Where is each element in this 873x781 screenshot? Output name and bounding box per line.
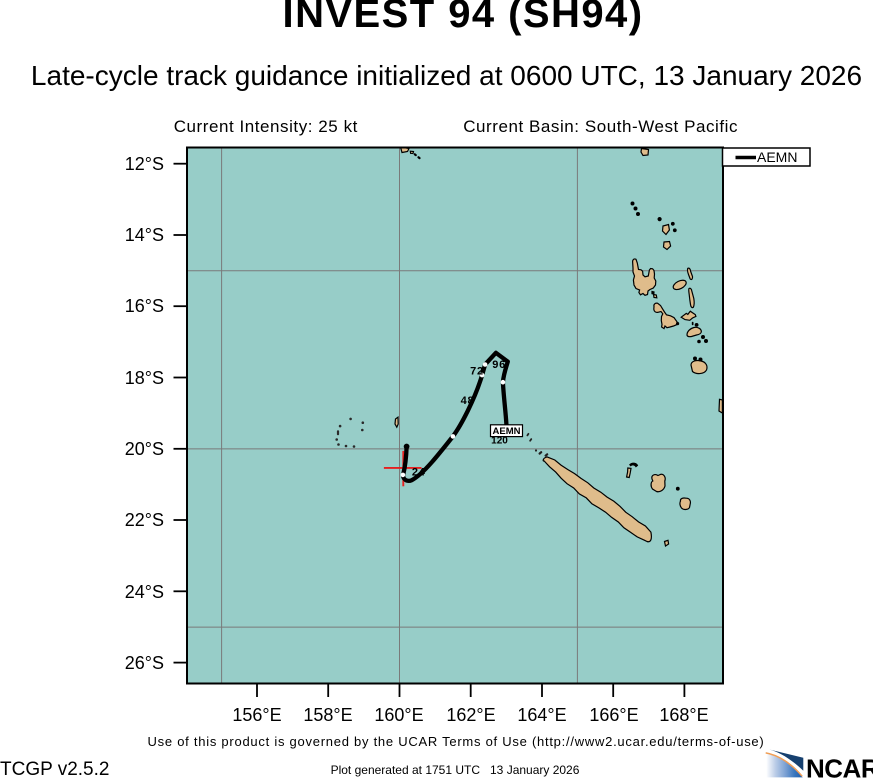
svg-text:24: 24 — [412, 466, 426, 478]
svg-text:96: 96 — [492, 359, 506, 371]
svg-text:NCAR: NCAR — [806, 754, 873, 781]
svg-text:72: 72 — [470, 366, 484, 378]
svg-text:120: 120 — [491, 435, 508, 446]
svg-text:AEMN: AEMN — [757, 149, 797, 165]
svg-text:AEMN: AEMN — [493, 426, 521, 437]
svg-text:48: 48 — [461, 395, 475, 407]
